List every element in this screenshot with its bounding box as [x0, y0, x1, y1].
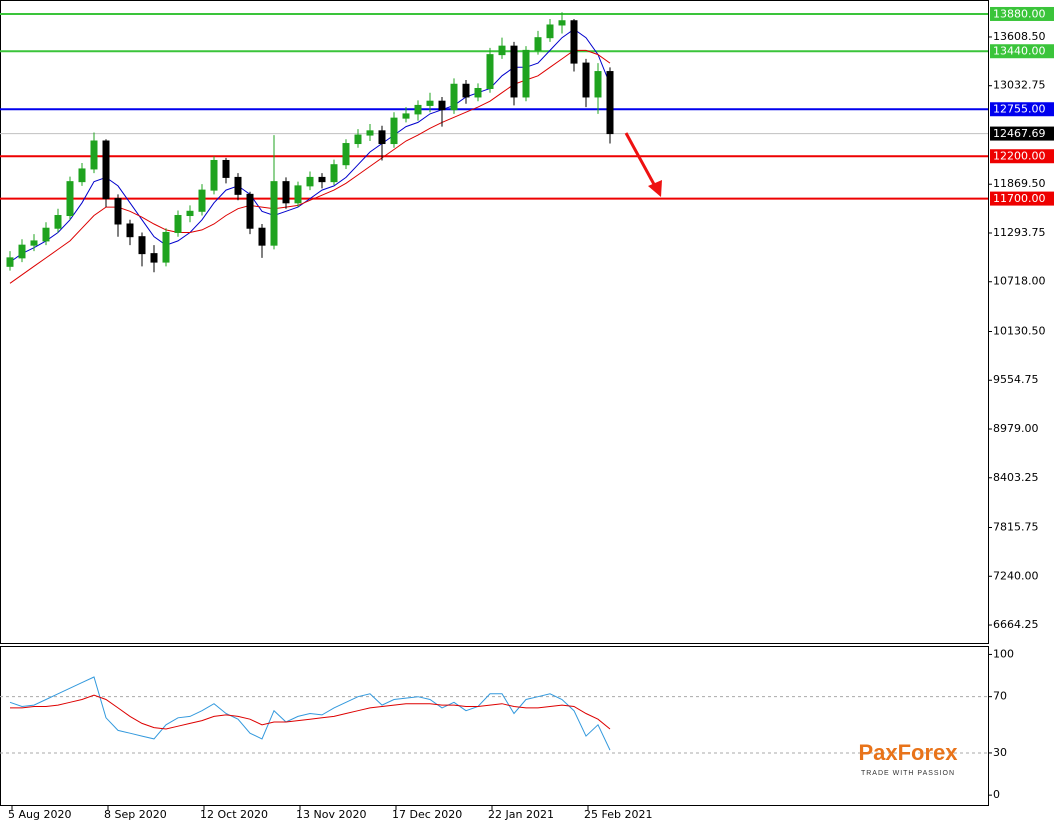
candle-body [162, 231, 170, 263]
candle-body [126, 223, 134, 238]
x-tick-label: 13 Nov 2020 [296, 808, 366, 821]
y-tick-label: 7240.00 [993, 569, 1039, 582]
rsi-panel-frame [0, 646, 989, 806]
candle-body [210, 159, 218, 191]
candle-body [606, 71, 614, 135]
level-label: 11700.00 [993, 192, 1046, 205]
level-label: 12755.00 [993, 103, 1046, 116]
candle-body [486, 54, 494, 89]
y-tick-label: 9554.75 [993, 373, 1039, 386]
rsi-line [10, 694, 611, 730]
candle-body [378, 130, 386, 145]
candle-body [42, 227, 50, 242]
level-label: 12467.69 [993, 127, 1046, 140]
level-label-box [990, 149, 1054, 164]
candle-body [402, 113, 410, 119]
candle-body [318, 176, 326, 183]
y-tick-label: 10718.00 [993, 275, 1046, 288]
candle-body [474, 87, 482, 98]
candle-body [570, 20, 578, 64]
level-label-box [990, 44, 1054, 59]
candle-body [342, 143, 350, 166]
y-tick-label: 11869.50 [993, 177, 1046, 190]
level-label: 13440.00 [993, 45, 1046, 58]
candle-body [306, 176, 314, 187]
logo-tagline: TRADE WITH PASSION [861, 770, 955, 777]
moving-average [9, 28, 611, 263]
candle-body [522, 49, 530, 98]
candle-body [6, 257, 14, 267]
candle-body [18, 244, 26, 259]
candle-body [534, 37, 542, 51]
y-tick-label: 10130.50 [993, 324, 1046, 337]
candle-body [462, 83, 470, 98]
x-tick-label: 12 Oct 2020 [200, 808, 268, 821]
candle-body [78, 168, 86, 183]
candle-body [330, 164, 338, 183]
candle-body [102, 140, 110, 200]
candle-body [366, 130, 374, 136]
candle-body [594, 71, 602, 98]
candle-body [258, 227, 266, 246]
arrow-head [648, 180, 662, 197]
candle-body [438, 100, 446, 111]
level-label-box [990, 102, 1054, 117]
rsi-tick-label: 70 [993, 690, 1007, 703]
plot: 13608.50 13032.75 11869.50 11293.75 10718.00… [0, 6, 1054, 821]
candle-body [498, 45, 506, 56]
candle-body [414, 104, 422, 115]
candle-body [138, 236, 146, 255]
level-label-box [990, 191, 1054, 206]
candle-body [558, 20, 566, 26]
y-tick-label: 13032.75 [993, 79, 1046, 92]
x-tick-label: 8 Sep 2020 [104, 808, 167, 821]
x-tick-label: 22 Jan 2021 [488, 808, 554, 821]
candle-body [294, 185, 302, 204]
candle-body [90, 140, 98, 170]
rsi-tick-label: 0 [993, 788, 1000, 801]
candle-body [390, 117, 398, 145]
candle-body [66, 181, 74, 217]
candle-body [150, 253, 158, 263]
candle-body [222, 159, 230, 178]
y-tick-label: 13608.50 [993, 30, 1046, 43]
level-label-box [990, 126, 1054, 141]
candle-body [546, 24, 554, 39]
level-label-box [990, 6, 1054, 21]
candle-body [198, 189, 206, 212]
candle-body [582, 62, 590, 98]
candle-body [234, 176, 242, 195]
y-tick-label: 8979.00 [993, 422, 1039, 435]
main-panel-frame [0, 0, 989, 644]
candle-body [30, 240, 38, 246]
x-tick-label: 5 Aug 2020 [8, 808, 71, 821]
rsi-tick-label: 100 [993, 647, 1014, 660]
x-tick-label: 25 Feb 2021 [584, 808, 652, 821]
candle-body [426, 100, 434, 106]
y-tick-label: 8403.25 [993, 471, 1039, 484]
candle-body [186, 210, 194, 217]
logo-name: PaxForex [858, 740, 958, 765]
candle-body [54, 215, 62, 229]
candle-body [354, 134, 362, 145]
candle-body [510, 45, 518, 98]
level-label: 13880.00 [993, 7, 1046, 20]
candle-body [246, 193, 254, 229]
y-tick-label: 11293.75 [993, 226, 1046, 239]
x-tick-label: 17 Dec 2020 [392, 808, 462, 821]
y-tick-label: 6664.25 [993, 618, 1039, 631]
candle-body [114, 198, 122, 225]
candle-body [282, 181, 290, 204]
candle-body [450, 83, 458, 111]
candle-body [174, 215, 182, 233]
rsi-line [9, 676, 611, 751]
y-tick-label: 7815.75 [993, 521, 1039, 534]
rsi-tick-label: 30 [993, 746, 1007, 759]
arrow-shaft [624, 132, 658, 189]
level-label: 12200.00 [993, 150, 1046, 163]
moving-average [9, 49, 611, 284]
candle-body [270, 181, 278, 246]
